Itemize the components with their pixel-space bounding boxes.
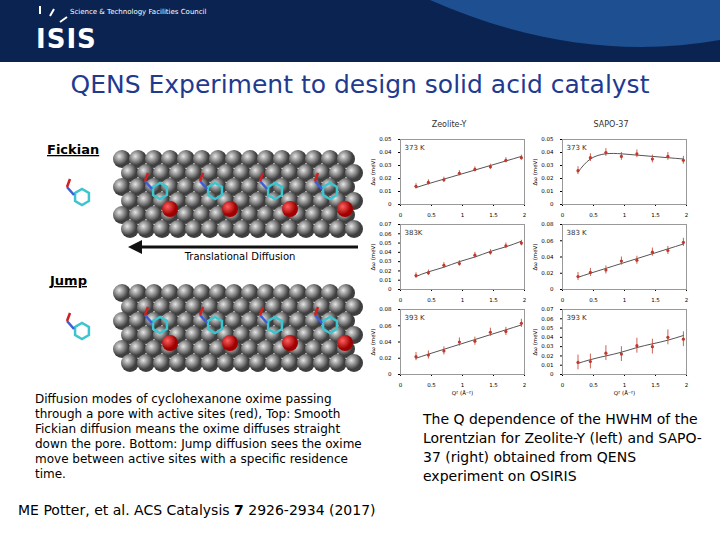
- svg-text:0.5: 0.5: [427, 382, 436, 388]
- svg-text:0.5: 0.5: [589, 212, 598, 218]
- svg-text:Translational Diffusion: Translational Diffusion: [184, 251, 296, 262]
- svg-text:0.07: 0.07: [379, 221, 392, 227]
- svg-text:1: 1: [461, 382, 465, 388]
- svg-text:0: 0: [388, 371, 392, 377]
- svg-text:1.5: 1.5: [489, 212, 498, 218]
- svg-text:1.5: 1.5: [651, 382, 660, 388]
- svg-text:0: 0: [561, 297, 565, 303]
- svg-text:0.05: 0.05: [379, 136, 392, 142]
- svg-text:373 K: 373 K: [405, 144, 426, 152]
- svg-text:Q² (Å⁻²): Q² (Å⁻²): [452, 389, 473, 396]
- svg-text:0.02: 0.02: [541, 175, 553, 181]
- svg-text:0.04: 0.04: [541, 149, 554, 155]
- html-text:Diffusion modes of cyclohexano: Diffusion modes of cyclohexanone oxime p…: [35, 392, 362, 481]
- svg-text:0.03: 0.03: [379, 162, 392, 168]
- svg-text:0.08: 0.08: [541, 221, 554, 227]
- svg-text:Δω (meV): Δω (meV): [532, 159, 538, 186]
- svg-text:383K: 383K: [405, 229, 423, 237]
- svg-text:0.04: 0.04: [379, 249, 392, 255]
- svg-text:0.03: 0.03: [541, 162, 554, 168]
- svg-text:0: 0: [550, 201, 554, 207]
- svg-text:1: 1: [623, 382, 627, 388]
- svg-text:0.05: 0.05: [541, 325, 554, 331]
- svg-text:1.5: 1.5: [651, 297, 660, 303]
- svg-text:1.5: 1.5: [489, 382, 498, 388]
- svg-text:2: 2: [523, 382, 527, 388]
- svg-text:0.02: 0.02: [541, 353, 553, 359]
- svg-text:0.02: 0.02: [379, 268, 391, 274]
- svg-text:0: 0: [399, 212, 403, 218]
- svg-text:0.04: 0.04: [541, 254, 554, 260]
- svg-text:0.01: 0.01: [541, 362, 553, 368]
- svg-text:0.07: 0.07: [541, 306, 554, 312]
- html-text:QENS Experiment to design soli: QENS Experiment to design solid acid cat…: [70, 70, 650, 99]
- svg-text:2: 2: [523, 297, 527, 303]
- svg-text:2: 2: [685, 297, 689, 303]
- svg-text:Δω (meV): Δω (meV): [532, 244, 538, 271]
- svg-text:0: 0: [561, 212, 565, 218]
- svg-text:0.5: 0.5: [427, 212, 436, 218]
- svg-text:Δω (meV): Δω (meV): [370, 159, 376, 186]
- svg-text:1: 1: [623, 297, 627, 303]
- svg-text:1: 1: [623, 212, 627, 218]
- html-text:ME Potter, et al. ACS Catalysi: ME Potter, et al. ACS Catalysis 7 2926-2…: [18, 502, 376, 518]
- svg-text:0.03: 0.03: [379, 258, 392, 264]
- svg-text:Jump: Jump: [49, 273, 87, 288]
- svg-text:0.02: 0.02: [379, 355, 391, 361]
- svg-text:0.01: 0.01: [541, 188, 553, 194]
- svg-text:0.05: 0.05: [541, 136, 554, 142]
- svg-text:0.05: 0.05: [379, 240, 392, 246]
- html-text:Science & Technology Facilitie: Science & Technology Facilities Council: [70, 8, 207, 16]
- svg-text:0.02: 0.02: [379, 175, 391, 181]
- svg-text:0.06: 0.06: [541, 316, 554, 322]
- svg-text:0.01: 0.01: [379, 188, 391, 194]
- svg-text:1.5: 1.5: [489, 297, 498, 303]
- svg-text:393 K: 393 K: [567, 314, 588, 322]
- svg-text:0.04: 0.04: [379, 339, 392, 345]
- svg-text:2: 2: [685, 382, 689, 388]
- svg-text:0.01: 0.01: [379, 277, 391, 283]
- svg-text:1: 1: [461, 212, 465, 218]
- svg-text:Q² (Å⁻²): Q² (Å⁻²): [614, 389, 635, 396]
- svg-text:1: 1: [461, 297, 465, 303]
- svg-text:0.5: 0.5: [589, 382, 598, 388]
- svg-text:0.02: 0.02: [541, 270, 553, 276]
- svg-text:2: 2: [685, 212, 689, 218]
- svg-text:0.06: 0.06: [379, 231, 392, 237]
- svg-text:0: 0: [399, 297, 403, 303]
- svg-text:393 K: 393 K: [405, 314, 426, 322]
- svg-text:0: 0: [550, 371, 554, 377]
- svg-text:0.06: 0.06: [379, 323, 392, 329]
- svg-text:Δω (meV): Δω (meV): [532, 329, 538, 356]
- svg-text:Fickian: Fickian: [47, 142, 99, 157]
- svg-text:0: 0: [388, 201, 392, 207]
- svg-text:Δω (meV): Δω (meV): [370, 329, 376, 356]
- svg-text:0.08: 0.08: [379, 306, 392, 312]
- html-text:The Q dependence of the HWHM o: The Q dependence of the HWHM of the Lore…: [423, 411, 702, 484]
- svg-text:0.5: 0.5: [589, 297, 598, 303]
- html-text:ISIS: ISIS: [36, 24, 97, 54]
- svg-text:0.5: 0.5: [427, 297, 436, 303]
- svg-text:373 K: 373 K: [567, 144, 588, 152]
- svg-text:383 K: 383 K: [567, 229, 588, 237]
- html-text:SAPO-37: SAPO-37: [593, 120, 629, 129]
- svg-text:2: 2: [523, 212, 527, 218]
- svg-text:Δω (meV): Δω (meV): [370, 244, 376, 271]
- svg-text:0.03: 0.03: [541, 343, 554, 349]
- svg-text:0: 0: [399, 382, 403, 388]
- svg-text:0: 0: [388, 286, 392, 292]
- html-text:Zeolite-Y: Zeolite-Y: [431, 120, 467, 129]
- svg-text:0.06: 0.06: [541, 238, 554, 244]
- svg-text:1.5: 1.5: [651, 212, 660, 218]
- svg-text:0: 0: [550, 286, 554, 292]
- svg-text:0: 0: [561, 382, 565, 388]
- svg-text:0.04: 0.04: [379, 149, 392, 155]
- svg-text:0.04: 0.04: [541, 334, 554, 340]
